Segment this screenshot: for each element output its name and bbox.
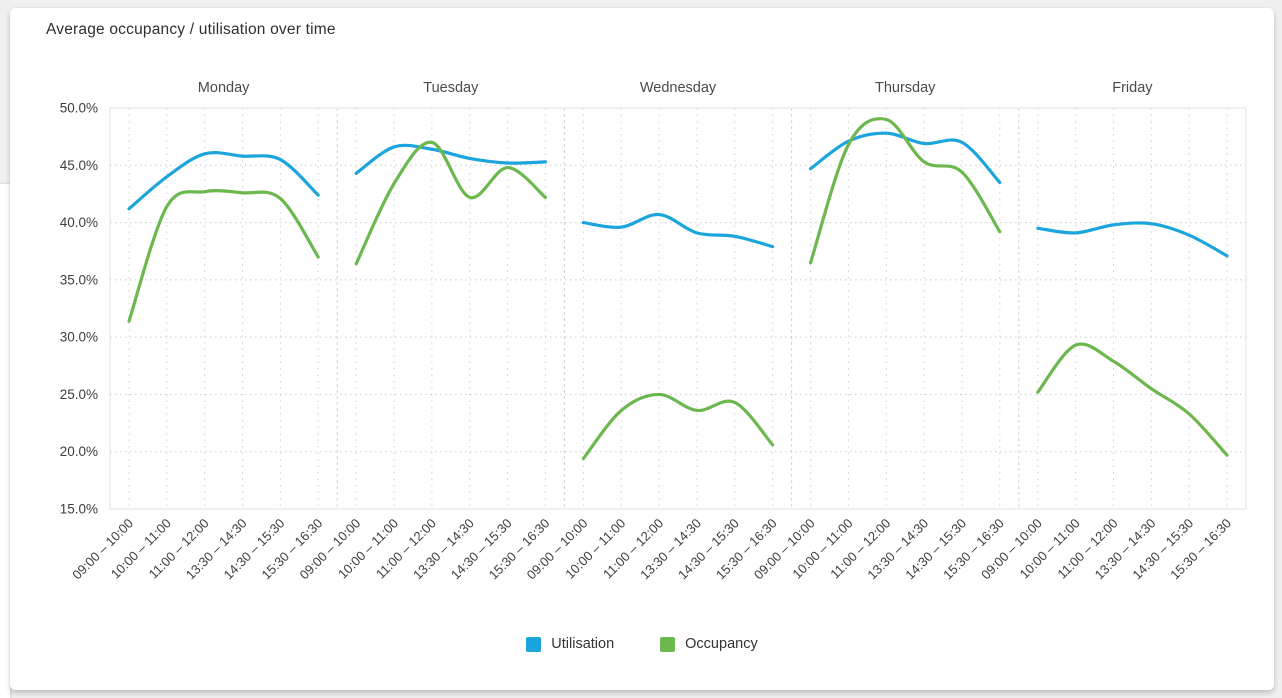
grid-layer [110,107,1246,510]
occupancy-line-wednesday[interactable] [581,392,775,461]
y-axis-tick-label: 45.0% [60,158,98,173]
utilisation-line-tuesday[interactable] [354,143,547,175]
legend-item-occupancy[interactable]: Occupancy [660,636,758,652]
utilisation-line-monday[interactable] [127,151,320,211]
y-axis-tick-label: 30.0% [60,330,98,345]
chart-title: Average occupancy / utilisation over tim… [46,21,336,38]
y-axis-tick-label: 25.0% [60,387,98,402]
occupancy-line-tuesday[interactable] [354,140,547,266]
legend-item-utilisation[interactable]: Utilisation [526,636,614,652]
occupancy-line-friday[interactable] [1036,342,1229,457]
chart-legend: Utilisation Occupancy [10,636,1274,652]
occupancy-line-monday[interactable] [127,189,320,323]
y-axis-tick-label: 15.0% [60,502,98,517]
occupancy-utilisation-chart: 15.0% 20.0% 25.0% 30.0% 35.0% 40.0% 45.0% 50.0%… [60,80,1247,582]
legend-label: Occupancy [685,636,758,652]
y-axis-tick-label: 40.0% [60,215,98,230]
utilisation-line-wednesday[interactable] [581,212,775,249]
utilisation-swatch-icon [526,636,542,652]
panel-title-thursday: Thursday [875,80,936,96]
occupancy-line-thursday[interactable] [809,117,1002,265]
legend-label: Utilisation [551,636,615,652]
y-axis-tick-label: 20.0% [60,444,98,459]
chart-card: Average occupancy / utilisation over tim… [10,8,1274,690]
panel-title-wednesday: Wednesday [640,80,717,96]
plot-border [109,107,1247,510]
background-panel-sliver [0,183,10,698]
panel-title-monday: Monday [198,80,250,96]
occupancy-swatch-icon [660,636,676,652]
y-axis-tick-label: 35.0% [60,272,98,287]
series-layer [127,117,1229,461]
panel-title-friday: Friday [1112,80,1153,96]
panel-title-tuesday: Tuesday [423,80,479,96]
utilisation-line-friday[interactable] [1036,221,1229,258]
y-axis-tick-label: 50.0% [60,101,98,116]
